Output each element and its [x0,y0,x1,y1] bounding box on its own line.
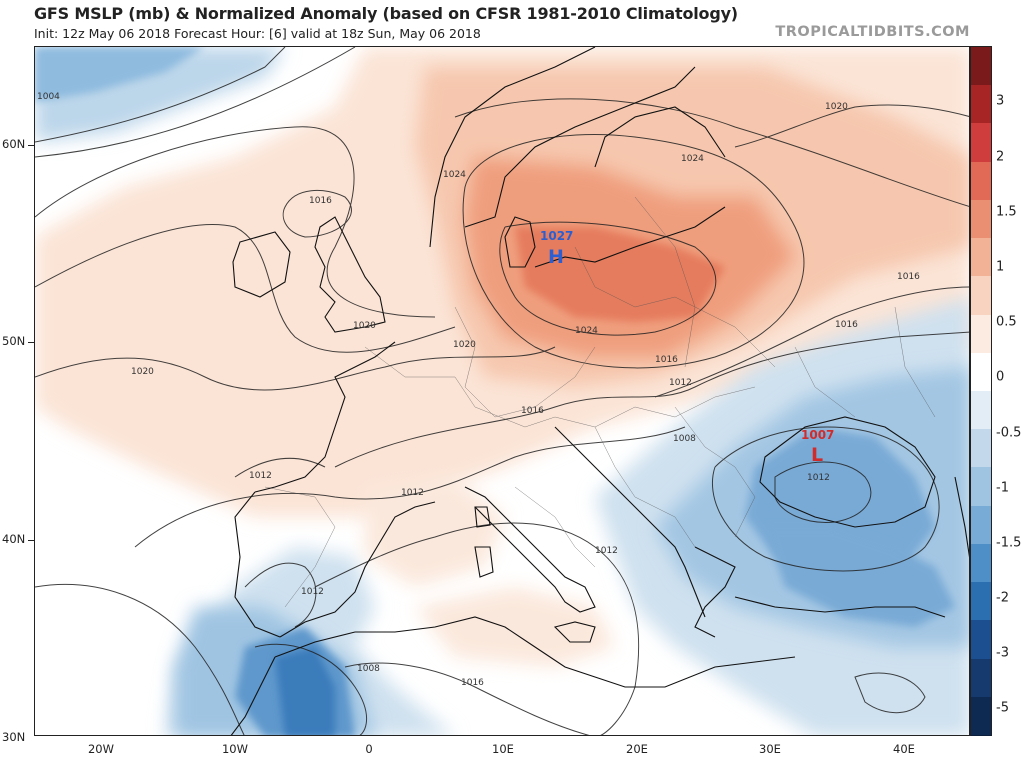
lat-label-60n: 60N [2,137,26,151]
colorbar-segment [971,696,991,737]
isobar-label: 1004 [37,92,60,102]
lat-label-40n: 40N [2,532,26,546]
lon-label-0: 0 [365,742,373,756]
colorbar-label: 0 [996,369,1005,385]
brand-watermark: TROPICALTIDBITS.COM [775,24,970,40]
colorbar-segment [971,467,991,508]
colorbar-label: -3 [996,645,1009,661]
colorbar-segment [971,658,991,699]
weather-map: 1004 1016 1020 1024 1024 1020 1024 1020 … [34,46,970,736]
country-borders [264,196,936,608]
colorbar-label: -2 [996,590,1009,606]
colorbar-label: 2 [996,149,1005,165]
lat-tick [28,540,34,541]
isobar-label: 1020 [825,102,848,112]
lon-label-20e: 20E [626,742,648,756]
low-pressure-center: 1007 L [801,428,834,466]
lat-label-30n: 30N [2,730,26,744]
isobar-label: 1012 [301,587,324,597]
isobar-label: 1020 [131,367,154,377]
colorbar-segment [971,543,991,584]
lat-label-50n: 50N [2,334,26,348]
isobar-label: 1024 [575,326,598,336]
anomaly-shading [35,47,969,735]
lon-label-40e: 40E [893,742,915,756]
colorbar-segment [971,314,991,355]
isobar-label: 1008 [357,664,380,674]
coastlines [230,47,969,735]
isobar-label: 1020 [453,340,476,350]
high-pressure-value: 1027 [540,229,573,243]
colorbar-segment [971,429,991,469]
lon-label-30e: 30E [759,742,781,756]
isobar-label: 1024 [443,170,466,180]
colorbar-label: 1.5 [996,204,1017,220]
lon-label-10e: 10E [492,742,514,756]
isobar-label: 1016 [655,355,678,365]
colorbar-segment [971,161,991,202]
colorbar-segment [971,47,991,87]
colorbar-segment [971,582,991,622]
colorbar-label: -1 [996,480,1009,496]
colorbar-segment [971,391,991,431]
isobar-labels: 1004 1016 1020 1024 1024 1020 1024 1020 … [37,92,920,688]
colorbar-label: -5 [996,700,1009,716]
colorbar-label: -0.5 [996,425,1022,441]
isobar-label: 1024 [681,154,704,164]
low-pressure-value: 1007 [801,428,834,442]
colorbar-segment [971,238,991,278]
high-pressure-letter: H [548,246,564,268]
isobar-label: 1016 [897,272,920,282]
anomaly-colorbar [970,46,992,737]
colorbar-segment [971,620,991,660]
isobar-label: 1012 [807,473,830,483]
colorbar-label: 0.5 [996,314,1017,330]
high-pressure-center: 1027 H [540,229,573,268]
isobar-label: 1012 [595,546,618,556]
isobar-label: 1008 [673,434,696,444]
colorbar-label: 1 [996,259,1005,275]
isobar-label: 1016 [521,406,544,416]
isobar-label: 1020 [353,321,376,331]
lat-tick [28,145,34,146]
colorbar-label: 3 [996,93,1005,109]
map-title: GFS MSLP (mb) & Normalized Anomaly (base… [34,4,738,23]
lon-label-20w: 20W [87,742,115,756]
lat-tick [28,342,34,343]
isobar-label: 1012 [401,488,424,498]
isobar-label: 1012 [249,471,272,481]
colorbar-segment [971,276,991,316]
isobar-label: 1016 [461,678,484,688]
isobar-lines [35,47,969,735]
colorbar-segment [971,352,991,393]
colorbar-label: -1.5 [996,535,1022,551]
low-pressure-letter: L [811,444,823,466]
colorbar-segment [971,505,991,546]
colorbar-segment [971,85,991,125]
colorbar-segment [971,123,991,164]
colorbar-segment [971,199,991,240]
isobar-label: 1012 [669,378,692,388]
lon-label-10w: 10W [221,742,249,756]
isobar-label: 1016 [835,320,858,330]
isobar-label: 1016 [309,196,332,206]
map-canvas: 1004 1016 1020 1024 1024 1020 1024 1020 … [35,47,969,735]
map-subtitle: Init: 12z May 06 2018 Forecast Hour: [6]… [34,26,481,41]
